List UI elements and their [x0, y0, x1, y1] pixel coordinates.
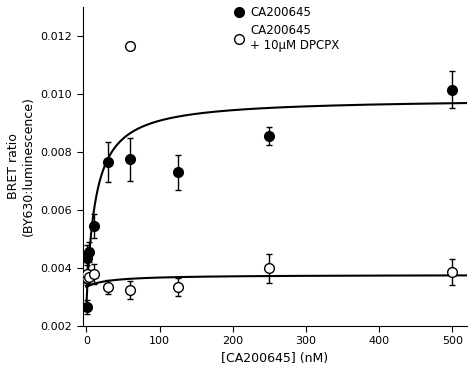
- X-axis label: [CA200645] (nM): [CA200645] (nM): [221, 352, 328, 365]
- Legend: CA200645, CA200645
+ 10μM DPCPX: CA200645, CA200645 + 10μM DPCPX: [235, 6, 339, 52]
- Y-axis label: BRET ratio
(BY630:luminescence): BRET ratio (BY630:luminescence): [7, 97, 35, 237]
